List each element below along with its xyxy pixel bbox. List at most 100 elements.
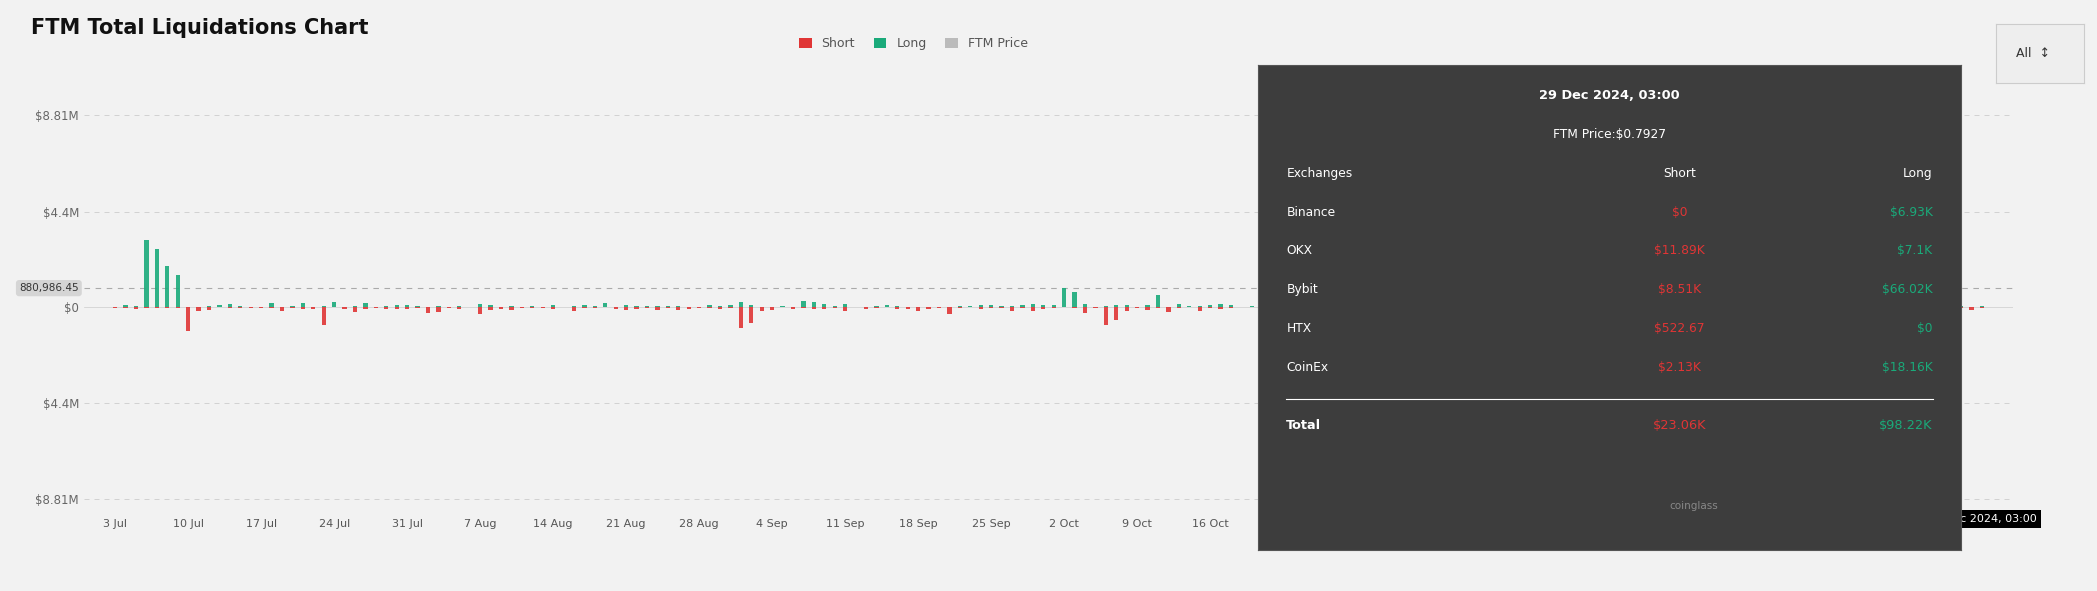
Bar: [1030, 307, 1036, 311]
Bar: [405, 307, 409, 309]
Bar: [958, 306, 963, 307]
Bar: [1885, 307, 1889, 326]
Bar: [1218, 304, 1223, 307]
Bar: [1552, 306, 1556, 307]
Bar: [1833, 307, 1839, 310]
Text: All  ↕: All ↕: [2017, 47, 2051, 60]
Bar: [552, 307, 556, 309]
Bar: [176, 275, 180, 307]
Bar: [1355, 307, 1359, 310]
Bar: [1229, 307, 1233, 309]
Bar: [1688, 306, 1692, 307]
Bar: [969, 306, 973, 307]
Bar: [1688, 307, 1692, 309]
Bar: [937, 307, 942, 308]
Bar: [1980, 306, 1984, 307]
Bar: [1906, 303, 1910, 307]
Bar: [675, 306, 682, 307]
Bar: [1510, 307, 1514, 309]
Bar: [1426, 306, 1432, 307]
Text: CoinEx: CoinEx: [1285, 361, 1327, 374]
Bar: [384, 307, 388, 309]
Bar: [1520, 305, 1525, 307]
Bar: [1114, 304, 1118, 307]
Bar: [635, 306, 640, 307]
Bar: [1218, 307, 1223, 309]
Bar: [665, 306, 671, 307]
Text: $98.22K: $98.22K: [1879, 419, 1933, 432]
Bar: [352, 307, 356, 312]
Bar: [833, 307, 837, 309]
Bar: [289, 307, 296, 308]
Bar: [906, 307, 910, 309]
Bar: [604, 303, 608, 307]
Bar: [321, 307, 325, 324]
Bar: [405, 306, 409, 307]
Bar: [531, 306, 535, 307]
Bar: [1155, 296, 1160, 307]
Bar: [268, 307, 275, 309]
Bar: [1741, 306, 1745, 307]
Bar: [738, 302, 742, 307]
Bar: [593, 306, 598, 307]
Bar: [874, 306, 879, 307]
Bar: [310, 307, 315, 309]
Bar: [1145, 307, 1149, 310]
Bar: [1365, 307, 1369, 311]
Bar: [572, 306, 577, 307]
Bar: [1397, 307, 1401, 315]
Bar: [1948, 307, 1952, 310]
Bar: [1103, 306, 1107, 307]
Bar: [1176, 307, 1181, 309]
Bar: [1699, 305, 1703, 307]
Text: $522.67: $522.67: [1655, 322, 1705, 335]
Bar: [1124, 305, 1128, 307]
Text: $2.13K: $2.13K: [1659, 361, 1701, 374]
Bar: [1415, 307, 1422, 308]
Bar: [176, 307, 180, 308]
Bar: [885, 305, 889, 307]
Bar: [1812, 306, 1818, 307]
Bar: [436, 306, 440, 307]
Bar: [1854, 304, 1858, 307]
Bar: [635, 307, 640, 309]
Bar: [728, 305, 732, 307]
Bar: [1510, 279, 1514, 307]
Bar: [625, 305, 629, 307]
Bar: [1030, 304, 1036, 307]
Bar: [1436, 304, 1443, 307]
Text: 880,986.45: 880,986.45: [19, 283, 80, 293]
Text: $8.51K: $8.51K: [1659, 283, 1701, 296]
Bar: [145, 240, 149, 307]
Bar: [583, 305, 587, 307]
Bar: [895, 307, 900, 310]
Bar: [166, 307, 170, 308]
Bar: [1145, 306, 1149, 307]
Bar: [927, 307, 931, 309]
Bar: [1812, 307, 1818, 309]
Bar: [1552, 307, 1556, 309]
Text: $11.89K: $11.89K: [1655, 244, 1705, 257]
Bar: [510, 307, 514, 310]
Bar: [1751, 307, 1755, 309]
Bar: [801, 301, 805, 307]
Bar: [1021, 305, 1025, 307]
Bar: [654, 307, 661, 310]
Bar: [990, 307, 994, 308]
Bar: [1969, 307, 1973, 310]
Bar: [1250, 306, 1254, 307]
Bar: [1801, 303, 1808, 307]
Bar: [717, 306, 721, 307]
Bar: [1709, 306, 1713, 307]
Bar: [1407, 304, 1411, 307]
Bar: [1843, 306, 1847, 307]
Text: 29 Dec 2024, 03:00: 29 Dec 2024, 03:00: [1539, 89, 1680, 102]
Bar: [331, 302, 336, 307]
Bar: [1615, 304, 1619, 307]
Bar: [1040, 306, 1046, 307]
Bar: [916, 307, 921, 311]
Bar: [218, 306, 222, 307]
Text: FTM Total Liquidations Chart: FTM Total Liquidations Chart: [31, 18, 369, 38]
Bar: [1678, 307, 1682, 311]
Bar: [843, 307, 847, 311]
